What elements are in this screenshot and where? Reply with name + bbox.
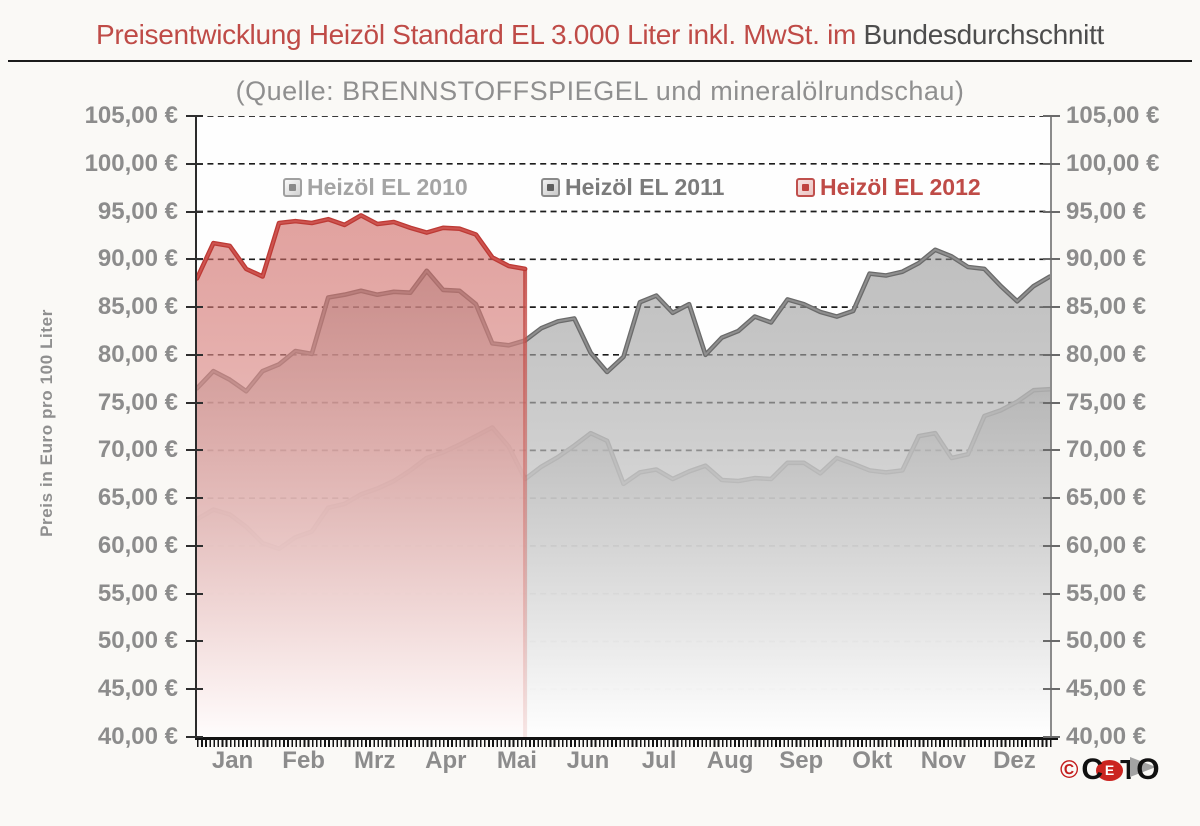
month-label-mai: Mai	[496, 747, 537, 774]
y-tick-right-75	[1043, 401, 1060, 404]
y-tick-left-55	[186, 592, 203, 595]
y-tick-right-90	[1043, 258, 1060, 261]
y-tick-right-65	[1043, 497, 1060, 500]
y-label-left-80: 80,00 €	[97, 340, 178, 368]
month-label-mrz: Mrz	[354, 747, 396, 774]
y-tick-right-55	[1043, 592, 1060, 595]
y-label-right-90: 90,00 €	[1066, 245, 1147, 273]
y-tick-left-65	[186, 497, 203, 500]
y-tick-right-100	[1043, 162, 1060, 165]
y-tick-left-75	[186, 401, 203, 404]
logo-letter-c: C	[1081, 753, 1103, 786]
month-label-jul: Jul	[641, 747, 677, 774]
legend-label: Heizöl EL 2010	[307, 173, 468, 200]
y-tick-right-70	[1043, 449, 1060, 452]
y-label-right-75: 75,00 €	[1066, 388, 1147, 416]
ceto-logo: © C E T O	[1060, 750, 1160, 790]
month-label-jan: Jan	[211, 747, 254, 774]
legend-swatch-icon	[796, 177, 815, 197]
x-axis-daily-ticks	[197, 740, 1053, 747]
y-label-right-105: 105,00 €	[1066, 102, 1160, 129]
source-subtitle: (Quelle: BRENNSTOFFSPIEGEL und mineralöl…	[235, 76, 965, 106]
y-label-right-65: 65,00 €	[1066, 484, 1147, 512]
legend-swatch-icon	[541, 177, 560, 197]
y-tick-right-80	[1043, 353, 1060, 356]
area-fill-heizöl-el-2012	[197, 215, 526, 737]
month-label-apr: Apr	[425, 747, 467, 774]
y-tick-right-45	[1043, 688, 1060, 691]
month-label-okt: Okt	[852, 747, 893, 774]
y-label-left-100: 100,00 €	[84, 149, 178, 177]
y-tick-left-60	[186, 544, 203, 547]
month-label-sep: Sep	[779, 747, 824, 774]
month-label-jun: Jun	[566, 747, 610, 774]
y-label-right-50: 50,00 €	[1066, 627, 1147, 655]
y-label-left-75: 75,00 €	[97, 388, 178, 416]
legend-item-heizöl-el-2012: Heizöl EL 2012	[796, 173, 981, 200]
y-tick-right-105	[1043, 115, 1060, 117]
y-label-right-95: 95,00 €	[1066, 197, 1147, 225]
y-label-right-40: 40,00 €	[1066, 723, 1147, 750]
y-tick-right-40	[1043, 736, 1060, 738]
month-label-dez: Dez	[993, 747, 1036, 774]
chart-canvas	[197, 116, 1050, 737]
month-label-nov: Nov	[920, 747, 967, 774]
y-label-right-80: 80,00 €	[1066, 340, 1147, 368]
y-label-left-65: 65,00 €	[97, 484, 178, 512]
y-tick-left-70	[186, 449, 203, 452]
y-label-left-45: 45,00 €	[97, 675, 178, 703]
logo-letter-e: E	[1096, 759, 1124, 781]
y-axis-line-right	[1050, 116, 1052, 740]
y-axis-line-left	[195, 116, 197, 740]
y-label-left-40: 40,00 €	[97, 723, 178, 750]
y-label-left-70: 70,00 €	[97, 436, 178, 464]
y-label-right-45: 45,00 €	[1066, 675, 1147, 703]
y-label-right-70: 70,00 €	[1066, 436, 1147, 464]
month-label-feb: Feb	[282, 747, 325, 774]
y-label-right-55: 55,00 €	[1066, 579, 1147, 607]
legend-item-heizöl-el-2010: Heizöl EL 2010	[283, 173, 468, 200]
y-tick-left-40	[186, 736, 203, 738]
y-tick-left-80	[186, 353, 203, 356]
y-tick-left-105	[186, 115, 203, 117]
page-title-suffix: Bundesdurchschnitt	[863, 19, 1105, 50]
y-tick-right-85	[1043, 306, 1060, 309]
plot-area	[195, 116, 1058, 747]
page-title: Preisentwicklung Heizöl Standard EL 3.00…	[0, 19, 1200, 51]
copyright-icon: ©	[1060, 755, 1079, 784]
y-tick-right-60	[1043, 544, 1060, 547]
logo-letter-o: O	[1136, 753, 1160, 786]
y-tick-right-95	[1043, 210, 1060, 213]
title-divider	[8, 60, 1192, 62]
y-label-left-60: 60,00 €	[97, 531, 178, 559]
y-label-left-85: 85,00 €	[97, 293, 178, 321]
y-tick-right-50	[1043, 640, 1060, 643]
legend-item-heizöl-el-2011: Heizöl EL 2011	[541, 173, 725, 200]
legend-label: Heizöl EL 2012	[820, 173, 981, 200]
y-label-left-95: 95,00 €	[97, 197, 178, 225]
y-tick-left-45	[186, 688, 203, 691]
month-label-aug: Aug	[706, 747, 754, 774]
y-label-right-85: 85,00 €	[1066, 293, 1147, 321]
y-tick-left-95	[186, 210, 203, 213]
legend-label: Heizöl EL 2011	[565, 173, 725, 200]
y-tick-left-90	[186, 258, 203, 261]
y-label-right-60: 60,00 €	[1066, 531, 1147, 559]
y-label-right-100: 100,00 €	[1066, 149, 1160, 177]
y-tick-left-100	[186, 162, 203, 165]
legend-swatch-icon	[283, 177, 302, 197]
line-core-heizöl-el-2012	[197, 214, 527, 280]
y-label-left-105: 105,00 €	[84, 102, 178, 129]
y-tick-left-50	[186, 640, 203, 643]
logo-triangle-icon	[1130, 757, 1157, 777]
y-label-left-55: 55,00 €	[97, 579, 178, 607]
logo-letter-t: T	[1120, 754, 1157, 786]
page-title-main: Preisentwicklung Heizöl Standard EL 3.00…	[95, 19, 864, 50]
y-label-left-50: 50,00 €	[97, 627, 178, 655]
y-tick-left-85	[186, 306, 203, 309]
y-label-left-90: 90,00 €	[97, 245, 178, 273]
x-axis-line	[195, 737, 1058, 740]
